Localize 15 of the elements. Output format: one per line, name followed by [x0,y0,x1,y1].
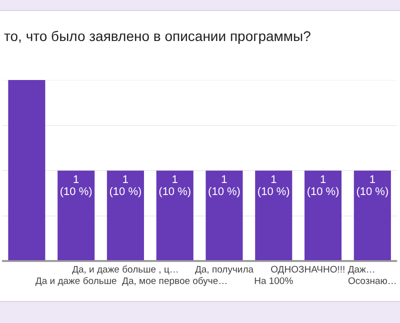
x-tick-label: Да и даже больше [35,276,117,287]
x-tick-label: На 100% [254,276,294,287]
x-tick-label: Да, мое первое обуче… [122,276,228,287]
x-tick-label: ОДНОЗНАЧНО!!! Даж… [270,264,376,276]
data-label: 1 (10 %) [60,174,92,198]
chart-title: то, что было заявлено в описании программы? [4,28,311,44]
data-label: 1 (10 %) [257,174,290,198]
data-label: 1 (10 %) [356,174,389,198]
x-tick-label: Осознаю… [348,276,397,287]
x-tick-label: Да, получила [194,264,254,276]
data-label: 1 (10 %) [306,174,340,198]
data-label: 1 (10 %) [109,174,142,198]
data-label: 1 (10 %) [158,174,192,198]
x-tick-label: Да, и даже больше , ц… [72,264,179,276]
data-label: 1 (10 %) [208,174,240,198]
